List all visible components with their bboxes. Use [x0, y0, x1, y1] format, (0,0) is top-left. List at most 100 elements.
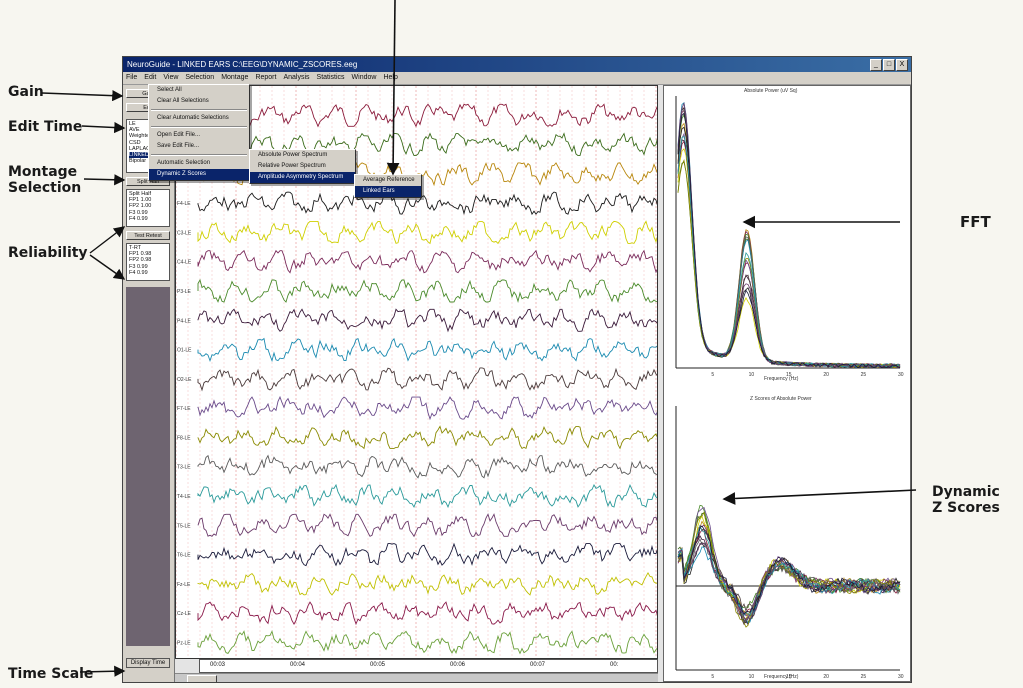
split-half-reliability-list: Split Half FP1 1.00 FP2 1.00 F3 0.99 F4 0.99 [126, 189, 170, 227]
montage-item[interactable]: LE [129, 121, 136, 127]
menu-view[interactable]: View [163, 74, 179, 81]
fft-series [677, 159, 901, 368]
menu-file[interactable]: File [126, 74, 138, 81]
menu-report[interactable]: Report [255, 74, 277, 81]
eeg-traces: Fp1-LEFp2-LEF3-LEF4-LEC3-LEC4-LEP3-LEP4-… [176, 86, 657, 658]
channel-label: Cz-LE [177, 611, 192, 617]
fft-tick-label: 5 [711, 372, 714, 378]
menu-edit[interactable]: Edit [144, 74, 157, 81]
menu-separator [151, 109, 247, 111]
reference-menu-item[interactable]: Linked Ears [355, 186, 421, 197]
fft-series [677, 112, 901, 369]
menu-window[interactable]: Window [351, 74, 377, 81]
edit-menu-item[interactable]: Automatic Selection [157, 160, 211, 166]
z-series [677, 524, 901, 617]
menu-statistics[interactable]: Statistics [316, 74, 345, 81]
z-series [677, 506, 901, 617]
eeg-trace [197, 278, 657, 304]
montage-item[interactable]: Bipolar [129, 158, 147, 165]
z-series [677, 525, 901, 615]
z-series [677, 542, 901, 621]
fft-series [677, 122, 901, 369]
split-half-header: Split Half [129, 191, 152, 197]
fft-series [677, 109, 901, 369]
menu-analysis[interactable]: Analysis [283, 74, 310, 81]
retest-item[interactable]: FP2 0.98 [129, 257, 152, 264]
minimize-button[interactable]: _ [870, 59, 882, 71]
dynamic-z-menu-item[interactable]: Amplitude Asymmetry Spectrum [250, 172, 355, 183]
eeg-trace [197, 542, 657, 567]
retest-item[interactable]: FP1 0.98 [129, 251, 152, 258]
reference-menu-item[interactable]: Average Reference [363, 177, 415, 183]
window-title: NeuroGuide - LINKED EARS C:\EEG\DYNAMIC_… [127, 60, 358, 69]
time-tick-label: 00:06 [450, 662, 466, 668]
fft-xlabel: Frequency (Hz) [764, 376, 799, 382]
fft-series [677, 102, 901, 369]
eeg-trace [197, 601, 657, 626]
scroll-thumb[interactable] [187, 675, 217, 682]
dynamic-z-menu-item[interactable]: Absolute Power Spectrum [258, 152, 328, 158]
eeg-trace [197, 132, 657, 157]
fft-series [677, 148, 901, 368]
retest-item[interactable]: F4 0.99 [129, 269, 148, 276]
edit-menu-item[interactable]: Clear All Selections [157, 98, 209, 104]
time-tick-label: 00:04 [290, 662, 306, 668]
gain-annotation: Gain [8, 84, 44, 100]
eeg-trace [197, 395, 657, 421]
edit-menu-item[interactable]: Select All [157, 87, 182, 93]
montage-item[interactable]: Weighted [129, 133, 153, 140]
z-xlabel: Frequency (Hz) [764, 674, 799, 680]
test-retest-button[interactable]: Test Retest [126, 231, 170, 240]
channel-label: C4-LE [177, 260, 192, 266]
fft-series [677, 140, 901, 368]
montage-item[interactable]: AVE [129, 127, 140, 134]
split-half-item[interactable]: FP2 1.00 [129, 203, 152, 210]
z-tick-label: 5 [711, 674, 714, 680]
eeg-trace [197, 367, 657, 392]
eeg-trace [197, 308, 657, 333]
dynamic-z-menu-item[interactable]: Relative Power Spectrum [258, 163, 326, 169]
edit-menu-item[interactable]: Clear Automatic Selections [157, 115, 229, 121]
fft-series [677, 135, 901, 369]
eeg-trace [197, 454, 657, 479]
montage-item[interactable]: LAPLACIAN [129, 145, 160, 152]
menu-help[interactable]: Help [383, 74, 398, 81]
fft-series [677, 102, 901, 369]
fft-series [677, 113, 901, 368]
z-tick-label: 30 [898, 674, 904, 680]
eeg-trace [197, 630, 657, 655]
spectral-panel: Absolute Power (uV Sq) Frequency (Hz) Z … [663, 85, 911, 682]
fft-series [677, 139, 901, 368]
split-half-item[interactable]: F3 0.99 [129, 209, 148, 216]
montage-item[interactable]: CSD [129, 139, 141, 146]
close-button[interactable]: X [896, 59, 908, 71]
display-time-control[interactable]: Display Time [126, 658, 170, 668]
menu-montage[interactable]: Montage [221, 74, 249, 81]
dynamic-z-annotation: Dynamic Z Scores [932, 484, 1000, 516]
eeg-trace [197, 191, 657, 216]
channel-label: O2-LE [177, 377, 192, 383]
menu-selection[interactable]: Selection [185, 74, 215, 81]
fft-tick-label: 30 [898, 372, 904, 378]
title-bar: NeuroGuide - LINKED EARS C:\EEG\DYNAMIC_… [123, 57, 911, 72]
maximize-button[interactable]: □ [883, 59, 895, 71]
time-scrollbar[interactable] [175, 673, 658, 682]
eeg-trace [197, 103, 657, 128]
channel-label: T3-LE [177, 465, 191, 471]
fft-series [677, 106, 901, 368]
edit-menu-item[interactable]: Dynamic Z Scores [149, 169, 249, 180]
reliability-annotation: Reliability [8, 245, 88, 261]
channel-label: T6-LE [177, 553, 191, 559]
edit-menu-item[interactable]: Open Edit File... [157, 132, 201, 138]
menu-bar: File Edit View Selection Montage Report Analys… [123, 72, 911, 85]
split-half-item[interactable]: FP1 1.00 [129, 197, 152, 204]
split-half-item[interactable]: F4 0.99 [129, 215, 148, 222]
channel-label: P3-LE [177, 289, 192, 295]
dynamic-z-submenu: Absolute Power Spectrum Relative Power Sp… [249, 149, 356, 184]
time-tick-label: 00: [610, 662, 619, 668]
edit-menu-item[interactable]: Save Edit File... [157, 143, 200, 149]
edit-menu: Select All Clear All Selections Clear Auto… [148, 84, 250, 181]
time-axis: 00:03 00:04 00:05 00:06 00:07 00: [199, 659, 658, 673]
retest-item[interactable]: F3 0.99 [129, 263, 148, 270]
fft-chart-title: Absolute Power (uV Sq) [744, 88, 798, 94]
